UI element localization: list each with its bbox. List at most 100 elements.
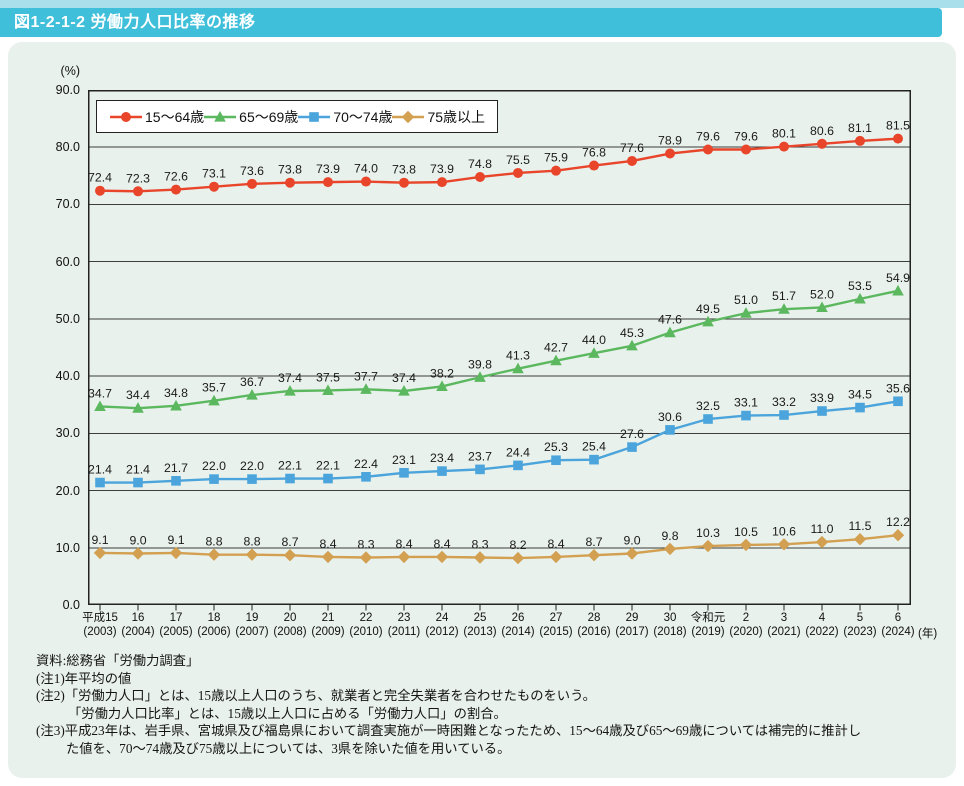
x-axis-year-label: (2024) bbox=[881, 626, 915, 638]
circle-marker-icon bbox=[285, 177, 295, 188]
data-point-label: 32.5 bbox=[696, 399, 720, 413]
circle-marker-icon bbox=[741, 144, 751, 155]
data-point-label: 22.0 bbox=[240, 459, 264, 473]
legend-label: 65〜69歳 bbox=[239, 108, 299, 125]
data-point-label: 21.4 bbox=[126, 463, 150, 477]
data-point-label: 80.6 bbox=[810, 124, 834, 138]
diamond-marker-icon bbox=[663, 542, 677, 556]
data-point-label: 45.3 bbox=[620, 326, 644, 340]
series-line bbox=[100, 400, 899, 484]
square-marker-icon bbox=[298, 111, 331, 122]
y-axis-label: 0.0 bbox=[62, 598, 80, 612]
square-marker-icon bbox=[285, 473, 295, 484]
triangle-marker-icon bbox=[702, 315, 714, 327]
legend-label: 70〜74歳 bbox=[333, 108, 393, 125]
diamond-marker-icon bbox=[402, 110, 415, 123]
x-axis-year-label: (2019) bbox=[691, 626, 725, 638]
data-point-label: 53.5 bbox=[848, 279, 872, 293]
diamond-marker-icon bbox=[321, 550, 335, 564]
data-point-label: 80.1 bbox=[772, 127, 796, 141]
diamond-marker-icon bbox=[131, 547, 145, 560]
x-axis-label: 25 (2013) bbox=[463, 611, 496, 639]
data-point-label: 9.0 bbox=[129, 534, 146, 548]
data-point-label: 72.3 bbox=[126, 171, 150, 185]
diamond-marker-icon bbox=[283, 549, 297, 562]
x-axis-era-label: 19 bbox=[245, 612, 259, 624]
square-marker-icon bbox=[779, 410, 789, 420]
circle-marker-icon bbox=[893, 133, 903, 144]
data-point-label: 37.5 bbox=[316, 370, 340, 384]
x-axis-year-label: (2011) bbox=[387, 626, 421, 638]
data-point-label: 33.9 bbox=[810, 391, 834, 405]
data-point-label: 12.2 bbox=[886, 515, 910, 529]
y-axis-label: 20.0 bbox=[55, 483, 80, 498]
diamond-marker-icon bbox=[169, 546, 183, 560]
diamond-marker-icon bbox=[397, 550, 411, 564]
data-point-label: 9.0 bbox=[623, 534, 640, 548]
square-marker-icon bbox=[209, 474, 219, 484]
data-point-label: 47.6 bbox=[658, 313, 682, 327]
data-point-label: 23.1 bbox=[392, 453, 416, 467]
series-line bbox=[99, 137, 899, 193]
diamond-marker-icon bbox=[473, 551, 487, 564]
circle-marker-icon bbox=[627, 155, 637, 166]
data-point-label: 73.9 bbox=[316, 162, 340, 176]
note-3-line-2: た値を、70〜74歳及び75歳以上については、3県を除いた値を用いている。 bbox=[66, 740, 511, 756]
data-point-label: 73.6 bbox=[240, 164, 264, 178]
x-axis-unit-label: (年) bbox=[918, 628, 938, 640]
triangle-marker-icon bbox=[170, 399, 182, 411]
legend-item: 15〜64歳 bbox=[110, 107, 204, 127]
x-axis-label: 29 (2017) bbox=[615, 611, 648, 639]
line-chart: 72.4 72.3 72.6 73.1 73.6 73.8 73.9 74.0 73.8 73.9… bbox=[88, 90, 911, 611]
square-marker-icon bbox=[475, 464, 485, 475]
square-marker-icon bbox=[133, 477, 143, 488]
circle-marker-icon bbox=[817, 138, 827, 149]
x-axis-year-label: (2017) bbox=[615, 626, 649, 638]
data-point-label: 44.0 bbox=[582, 333, 606, 347]
data-point-label: 73.1 bbox=[202, 167, 226, 181]
triangle-marker-icon bbox=[214, 110, 226, 122]
data-point-label: 78.9 bbox=[658, 134, 682, 148]
x-axis-era-label: 平成15 bbox=[82, 612, 118, 624]
data-point-label: 22.1 bbox=[278, 459, 302, 473]
x-axis-era-label: 16 bbox=[131, 612, 145, 624]
square-marker-icon bbox=[95, 477, 105, 488]
x-axis-year-label: (2016) bbox=[577, 626, 611, 638]
circle-marker-icon bbox=[589, 160, 599, 171]
triangle-marker-icon bbox=[94, 400, 106, 412]
data-point-label: 22.1 bbox=[316, 459, 340, 473]
x-axis-year-label: (2020) bbox=[729, 626, 763, 638]
square-marker-icon bbox=[361, 472, 371, 482]
y-axis-label: 70.0 bbox=[55, 197, 80, 212]
square-marker-icon bbox=[171, 476, 181, 486]
data-point-label: 33.2 bbox=[772, 395, 796, 409]
data-point-label: 8.4 bbox=[395, 537, 412, 551]
data-point-label: 79.6 bbox=[734, 130, 758, 144]
data-point-label: 8.4 bbox=[547, 537, 564, 551]
x-axis-label: 21 (2009) bbox=[311, 611, 344, 639]
data-point-label: 36.7 bbox=[240, 375, 264, 389]
data-point-label: 79.6 bbox=[696, 130, 720, 144]
x-axis-label: 19 (2007) bbox=[235, 611, 268, 639]
data-point-label: 54.9 bbox=[886, 271, 910, 285]
x-axis-year-label: (2012) bbox=[425, 626, 459, 638]
chart-panel bbox=[8, 42, 956, 778]
square-marker-icon bbox=[437, 466, 447, 476]
x-axis-era-label: 令和元 bbox=[690, 612, 726, 624]
triangle-marker-icon bbox=[550, 354, 562, 366]
circle-marker-icon bbox=[855, 135, 865, 146]
data-point-label: 23.4 bbox=[430, 451, 454, 465]
triangle-marker-icon bbox=[626, 339, 638, 351]
circle-marker-icon bbox=[110, 111, 142, 122]
legend-label: 75歳以上 bbox=[427, 108, 486, 125]
x-axis-era-label: 26 bbox=[511, 612, 525, 624]
data-point-label: 51.0 bbox=[734, 293, 758, 307]
x-axis-label: 6 (2024) bbox=[881, 611, 914, 639]
data-point-label: 9.1 bbox=[91, 533, 108, 547]
y-axis-label: 80.0 bbox=[55, 140, 80, 155]
x-axis-year-label: (2006) bbox=[197, 626, 231, 638]
y-axis-label: 30.0 bbox=[55, 426, 80, 441]
x-axis-label: 24 (2012) bbox=[425, 611, 458, 639]
y-axis-unit-label: (%) bbox=[60, 64, 80, 78]
